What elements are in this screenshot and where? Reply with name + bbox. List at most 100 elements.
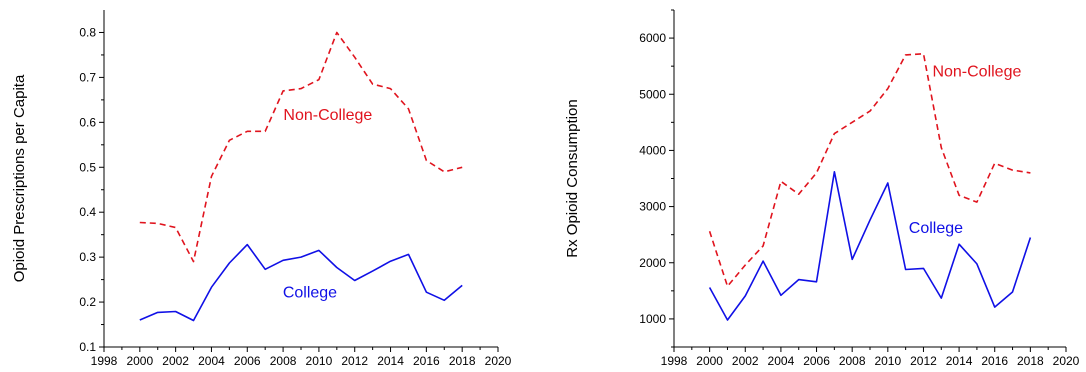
left-series-non-college-point: [317, 78, 320, 81]
left-series-non-college-point: [299, 87, 302, 90]
right-series-non-college-point: [993, 162, 996, 165]
left-x-tick-label: 2020: [485, 354, 512, 368]
left-series-college-point: [228, 261, 231, 264]
left-series-non-college-point: [407, 107, 410, 110]
left-series-non-college-point: [371, 83, 374, 86]
right-series-non-college-point: [833, 132, 836, 135]
right-series-non-college-point: [851, 121, 854, 124]
left-series-non-college-point: [264, 130, 267, 133]
left-series-non-college-point: [443, 170, 446, 173]
right-series-non-college-point: [975, 200, 978, 203]
left-series-college-point: [407, 253, 410, 256]
left-series-non-college-label: Non-College: [283, 107, 372, 124]
right-series-non-college-point: [904, 53, 907, 56]
left-series-non-college-point: [353, 56, 356, 59]
left-x-tick-label: 2000: [126, 354, 153, 368]
left-series-non-college-point: [156, 222, 159, 225]
right-series-non-college-point: [744, 263, 747, 266]
right-x-tick-label: 2018: [1017, 354, 1044, 368]
left-series-college-point: [425, 291, 428, 294]
right-x-tick-label: 2014: [946, 354, 973, 368]
right-series-college-point: [726, 318, 729, 321]
left-series-non-college-point: [192, 260, 195, 263]
right-series-non-college-point: [779, 180, 782, 183]
right-series-non-college-point: [1011, 168, 1014, 171]
left-series-non-college-point: [210, 175, 213, 178]
right-series-non-college-point: [868, 110, 871, 113]
left-series-college-point: [299, 256, 302, 259]
right-series-non-college-point: [1029, 171, 1032, 174]
right-x-tick-label: 2020: [1053, 354, 1080, 368]
left-series-college-point: [156, 311, 159, 314]
left-series-college-line: [139, 243, 463, 322]
right-series-college-point: [1029, 236, 1032, 239]
left-series-college-point: [281, 259, 284, 262]
left-y-tick-label: 0.1: [79, 340, 96, 354]
left-series-non-college-point: [425, 159, 428, 162]
right-series-college-point: [761, 259, 764, 262]
left-series-non-college-point: [389, 87, 392, 90]
right-series-non-college-point: [708, 230, 711, 233]
left-x-tick-label: 2002: [162, 354, 189, 368]
right-series-college-point: [957, 243, 960, 246]
left-x-tick-label: 2010: [306, 354, 333, 368]
right-series-college-label: College: [909, 220, 963, 237]
right-series-non-college-point: [815, 171, 818, 174]
right-y-tick-label: 5000: [639, 87, 666, 101]
left-series-college-point: [264, 268, 267, 271]
left-series-college-point: [246, 243, 249, 246]
left-x-tick-label: 2018: [449, 354, 476, 368]
left-series-college-point: [371, 269, 374, 272]
left-y-tick-label: 0.6: [79, 115, 96, 129]
right-x-tick-label: 2000: [696, 354, 723, 368]
right-series-college-point: [940, 297, 943, 300]
right-x-tick-label: 2008: [839, 354, 866, 368]
left-x-tick-label: 2016: [413, 354, 440, 368]
left-series-college-label: College: [283, 285, 337, 302]
left-series-non-college-point: [246, 130, 249, 133]
left-y-tick-label: 0.5: [79, 160, 96, 174]
right-series-non-college-point: [797, 193, 800, 196]
left-y-tick-label: 0.2: [79, 295, 96, 309]
left-y-tick-label: 0.4: [79, 205, 96, 219]
right-series-non-college-point: [957, 194, 960, 197]
right-series-college-point: [868, 218, 871, 221]
right-series-college-point: [922, 267, 925, 270]
right-series-college-point: [797, 278, 800, 281]
right-series-college-line: [708, 171, 1032, 321]
right-x-tick-label: 2010: [874, 354, 901, 368]
left-y-tick-label: 0.3: [79, 250, 96, 264]
right-series-college-point: [851, 258, 854, 261]
right-x-tick-label: 2002: [732, 354, 759, 368]
right-series-college-point: [708, 286, 711, 289]
left-x-tick-label: 2004: [198, 354, 225, 368]
right-series-college-point: [993, 306, 996, 309]
left-series-non-college-point: [281, 89, 284, 92]
right-series-non-college-point: [922, 52, 925, 55]
left-series-college-point: [461, 284, 464, 287]
left-series-college-point: [192, 319, 195, 322]
right-series-non-college-label: Non-College: [932, 63, 1021, 80]
right-series-college-point: [744, 294, 747, 297]
right-x-tick-label: 2016: [981, 354, 1008, 368]
right-x-tick-label: 2012: [910, 354, 937, 368]
right-x-tick-label: 2004: [768, 354, 795, 368]
left-x-tick-label: 2006: [234, 354, 261, 368]
left-series-non-college-point: [228, 139, 231, 142]
right-series-college-point: [975, 262, 978, 265]
left-x-tick-label: 2012: [341, 354, 368, 368]
left-series-college-point: [389, 260, 392, 263]
right-x-tick-label: 2006: [803, 354, 830, 368]
right-series-non-college-point: [940, 146, 943, 149]
right-series-college-point: [904, 268, 907, 271]
left-series-college-point: [443, 299, 446, 302]
left-series-non-college-point: [335, 31, 338, 34]
left-series-non-college-point: [138, 221, 141, 224]
right-series-college-point: [815, 280, 818, 283]
left-x-tick-label: 2014: [377, 354, 404, 368]
left-series-college-point: [317, 249, 320, 252]
right-series-college-point: [886, 181, 889, 184]
left-series-college-point: [353, 279, 356, 282]
left-x-tick-label: 2008: [270, 354, 297, 368]
